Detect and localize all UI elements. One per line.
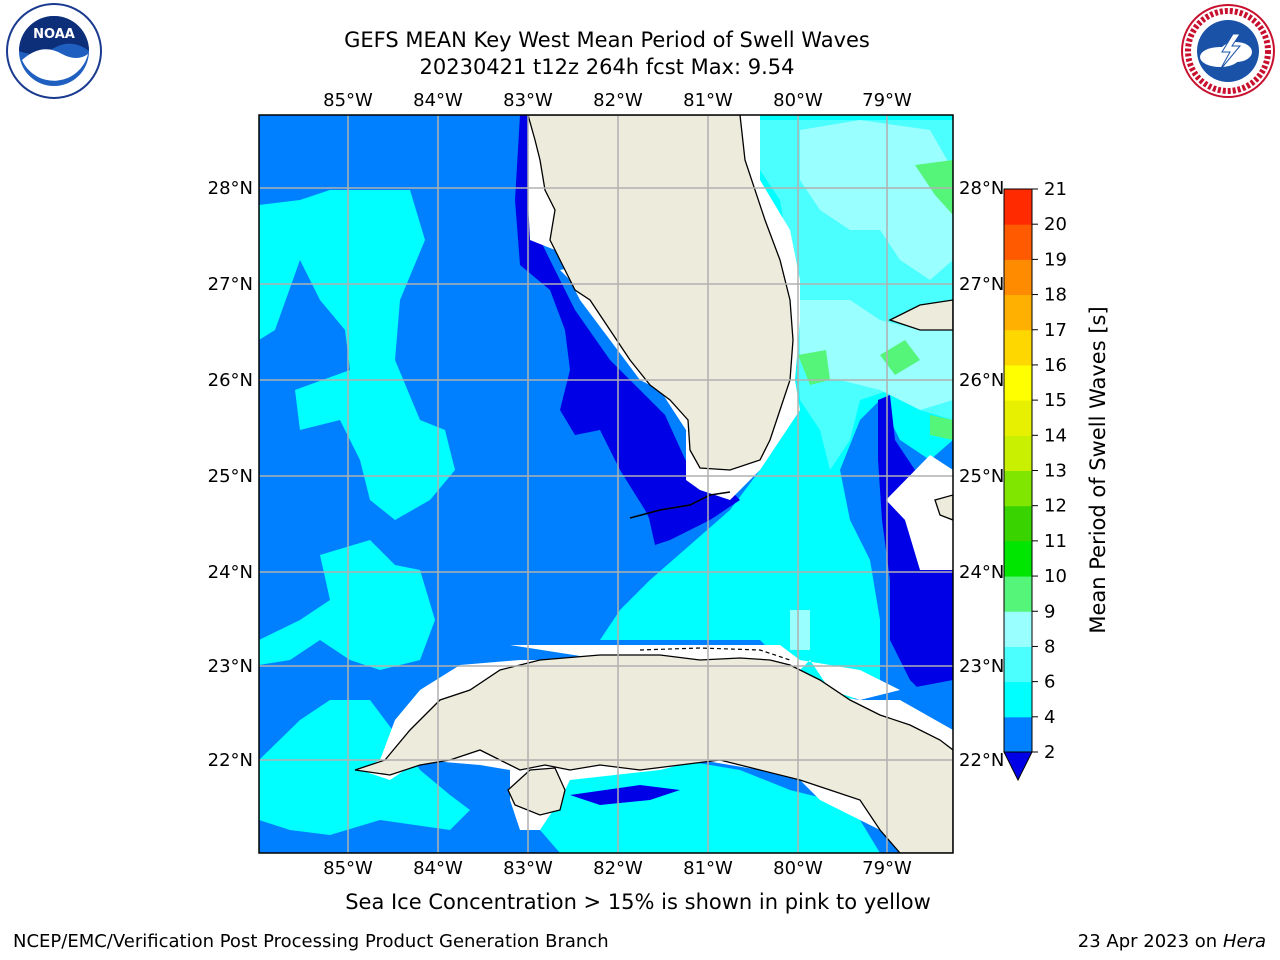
lon-label-bottom: 84°W [413,858,463,879]
field-level-4-6-caribbean [540,760,880,853]
cuba-north-cays [639,647,791,661]
colorbar-tick-label: 2 [1044,742,1055,763]
lon-labels: 85°W 84°W 83°W 82°W 81°W 80°W 79°W 85°W … [323,90,912,879]
lat-label-left: 27°N [208,274,253,295]
colorbar-segment [1004,611,1032,647]
map-gridlines [259,115,953,853]
lon-label-top: 79°W [862,90,912,111]
noaa-logo-text: NOAA [33,27,75,42]
footer-host: Hera [1222,931,1266,952]
colorbar-label: Mean Period of Swell Waves [s] [1086,306,1110,633]
colorbar-tick-label: 11 [1044,531,1067,552]
field-level-9-10-c [880,340,920,375]
lon-label-bottom: 79°W [862,858,912,879]
lat-label-right: 25°N [959,466,1004,487]
lon-label-top: 82°W [593,90,643,111]
swell-period-field [259,115,953,853]
lon-label-bottom: 85°W [323,858,373,879]
field-level-8-9-mid [800,300,953,410]
lon-label-bottom: 82°W [593,858,643,879]
lon-label-top: 84°W [413,90,463,111]
colorbar-tick-label: 13 [1044,461,1067,482]
colorbar-tick-label: 6 [1044,672,1055,693]
colorbar-tick-label: 15 [1044,390,1067,411]
land-florida [527,115,794,471]
lat-label-right: 23°N [959,656,1004,677]
lon-label-top: 80°W [773,90,823,111]
colorbar-tick-label: 21 [1044,179,1067,200]
lat-label-right: 27°N [959,274,1004,295]
colorbar-segment [1004,189,1032,225]
lon-label-bottom: 80°W [773,858,823,879]
colorbar-tick-label: 20 [1044,214,1067,235]
field-level-9-10-d [930,415,953,440]
colorbar-segment [1004,505,1032,542]
noaa-logo-icon: NOAA [6,3,102,99]
nws-logo-icon [1181,4,1275,98]
colorbar-tick-label: 10 [1044,566,1067,587]
lat-label-right: 24°N [959,562,1004,583]
colorbar-segment [1004,646,1032,683]
colorbar-segment [1004,400,1032,436]
sea-ice-caption: Sea Ice Concentration > 15% is shown in … [345,890,931,914]
land-grand-bahama [888,299,953,331]
lat-label-left: 24°N [208,562,253,583]
lat-label-left: 22°N [208,750,253,771]
colorbar-segment [1004,364,1032,401]
colorbar-segment [1004,294,1032,331]
land-isla-juventud [507,767,566,816]
lon-label-bottom: 83°W [503,858,553,879]
colorbar-segment [1004,435,1032,471]
colorbar-tick-label: 14 [1044,425,1067,446]
colorbar-tick-label: 16 [1044,355,1067,376]
colorbar-segment [1004,470,1032,507]
colorbar-segment [1004,224,1032,260]
lon-label-top: 85°W [323,90,373,111]
no-data-bahamas [886,455,953,570]
footer-credit: NCEP/EMC/Verification Post Processing Pr… [13,931,609,952]
field-level-8-9-north [800,120,953,280]
map-frame [258,114,954,854]
land-andros [934,494,953,521]
florida-keys [629,491,731,519]
lat-label-left: 23°N [208,656,253,677]
lon-label-top: 83°W [503,90,553,111]
lat-label-right: 26°N [959,370,1004,391]
colorbar: 2 4 6 8 9 10 11 12 13 14 15 16 17 18 19 20 21 [1003,179,1067,782]
lat-label-left: 28°N [208,178,253,199]
field-level-9-10-b [798,350,830,385]
field-level-below-2-gulf [515,115,700,540]
colorbar-segment [1004,329,1032,366]
field-level-4-6-west [259,190,455,520]
colorbar-tick-label: 8 [1044,636,1055,657]
lat-label-right: 28°N [959,178,1004,199]
colorbar-tick-label: 4 [1044,707,1055,728]
map-subtitle: 20230421 t12z 264h fcst Max: 9.54 [419,55,795,79]
footer-date: 23 Apr 2023 on Hera [1078,931,1266,952]
lon-label-top: 81°W [683,90,733,111]
colorbar-under-extension [1003,751,1033,782]
lat-label-right: 22°N [959,750,1004,771]
colorbar-tick-label: 17 [1044,320,1067,341]
colorbar-tick-label: 19 [1044,249,1067,270]
colorbar-segment [1004,716,1032,753]
colorbar-tick-label: 12 [1044,496,1067,517]
lat-label-left: 26°N [208,370,253,391]
colorbar-tick-label: 9 [1044,601,1055,622]
colorbar-tick-label: 18 [1044,285,1067,306]
colorbar-segment [1004,681,1032,718]
colorbar-segment [1004,540,1032,577]
colorbar-segment [1004,259,1032,296]
footer-date-text: 23 Apr 2023 on [1077,931,1223,952]
map-title: GEFS MEAN Key West Mean Period of Swell … [344,28,870,52]
lat-labels: 28°N 27°N 26°N 25°N 24°N 23°N 22°N 28°N … [208,178,1005,771]
lat-label-left: 25°N [208,466,253,487]
field-level-8-9-south [790,610,810,650]
field-level-below-2-caribbean [570,785,680,805]
colorbar-segment [1004,576,1032,612]
lon-label-bottom: 81°W [683,858,733,879]
